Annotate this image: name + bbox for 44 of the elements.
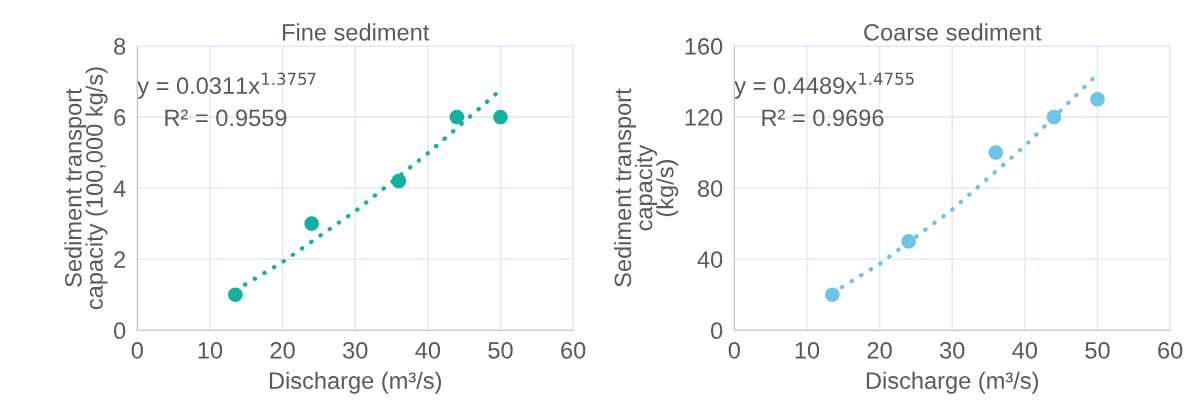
x-tick-label: 10 bbox=[795, 341, 820, 359]
chart-title: Coarse sediment bbox=[864, 23, 1042, 41]
annotation: R² = 0.9559 bbox=[165, 109, 287, 127]
y-axis-title: Sediment transport capacity (100,000 kg/s) bbox=[64, 67, 108, 310]
x-axis-title: Discharge (m³/s) bbox=[269, 371, 441, 394]
y-tick-label: 160 bbox=[685, 38, 723, 55]
point bbox=[1046, 109, 1062, 125]
y-tick-label: 0 bbox=[113, 322, 126, 340]
point bbox=[449, 109, 465, 125]
annotation: y = 0.0311x$^{1.3757}$ bbox=[137, 72, 316, 99]
x-axis-title: Discharge (m³/s) bbox=[866, 371, 1038, 394]
x-tick-label: 0 bbox=[728, 341, 740, 359]
x-tick-label: 20 bbox=[867, 341, 892, 359]
x-tick-label: 60 bbox=[1158, 341, 1183, 359]
y-tick-label: 80 bbox=[697, 180, 723, 197]
x-tick-label: 30 bbox=[342, 341, 368, 359]
x-tick-label: 50 bbox=[488, 341, 513, 359]
y-tick-label: 40 bbox=[697, 251, 723, 268]
point bbox=[825, 287, 840, 302]
annotation: R² = 0.9696 bbox=[762, 109, 884, 127]
x-tick-label: 40 bbox=[415, 341, 441, 359]
y-tick-label: 2 bbox=[114, 251, 126, 268]
x-tick-label: 10 bbox=[198, 341, 223, 359]
annotation: y = 0.4489x$^{1.4755}$ bbox=[734, 72, 914, 99]
y-tick-label: 0 bbox=[710, 322, 723, 340]
x-tick-label: 60 bbox=[561, 341, 586, 359]
x-tick-label: 20 bbox=[270, 341, 295, 359]
x-tick-label: 0 bbox=[131, 341, 143, 359]
x-tick-label: 40 bbox=[1012, 341, 1038, 359]
y-axis-title: Sediment transport capacity (kg/s) bbox=[613, 88, 679, 287]
point bbox=[304, 216, 319, 231]
point bbox=[493, 109, 508, 125]
point bbox=[1090, 91, 1105, 107]
point bbox=[391, 173, 407, 189]
chart-title: Fine sediment bbox=[283, 23, 430, 41]
y-tick-label: 120 bbox=[685, 109, 723, 126]
x-tick-label: 30 bbox=[939, 341, 965, 359]
y-tick-label: 8 bbox=[114, 38, 126, 55]
point bbox=[901, 234, 916, 249]
point bbox=[228, 287, 243, 302]
point bbox=[988, 145, 1004, 160]
y-tick-label: 4 bbox=[113, 180, 126, 197]
y-tick-label: 6 bbox=[114, 109, 126, 126]
x-tick-label: 50 bbox=[1085, 341, 1110, 359]
